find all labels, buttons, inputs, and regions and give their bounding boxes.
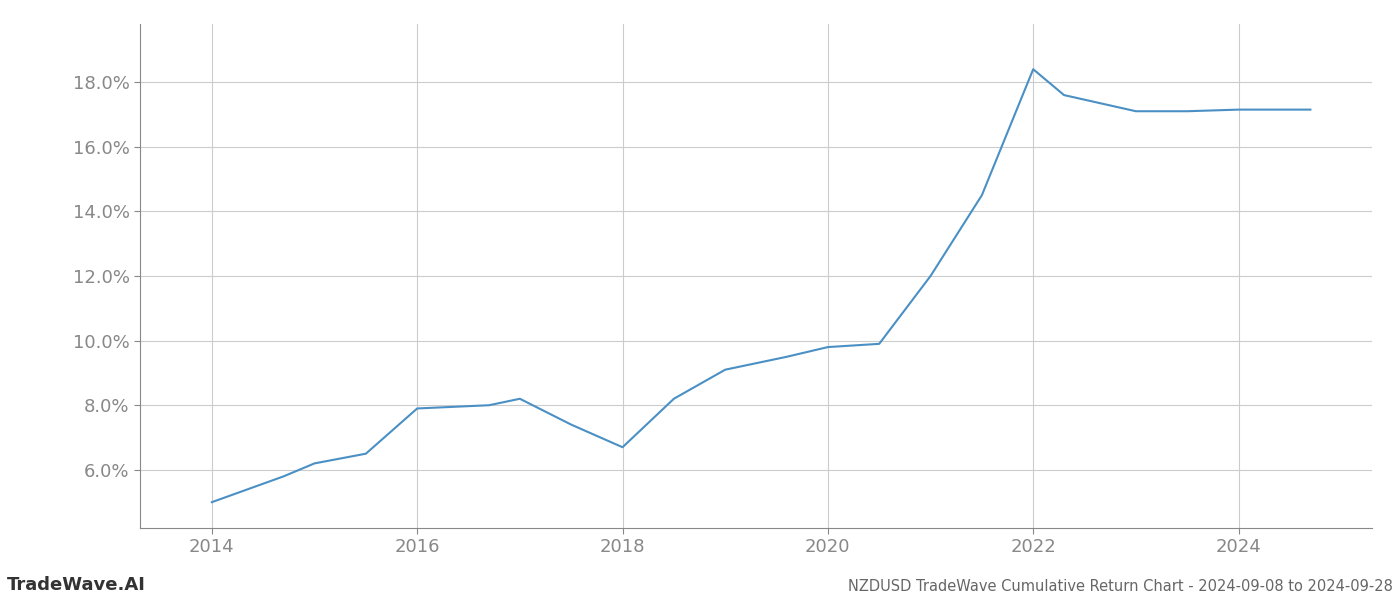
- Text: TradeWave.AI: TradeWave.AI: [7, 576, 146, 594]
- Text: NZDUSD TradeWave Cumulative Return Chart - 2024-09-08 to 2024-09-28: NZDUSD TradeWave Cumulative Return Chart…: [848, 579, 1393, 594]
